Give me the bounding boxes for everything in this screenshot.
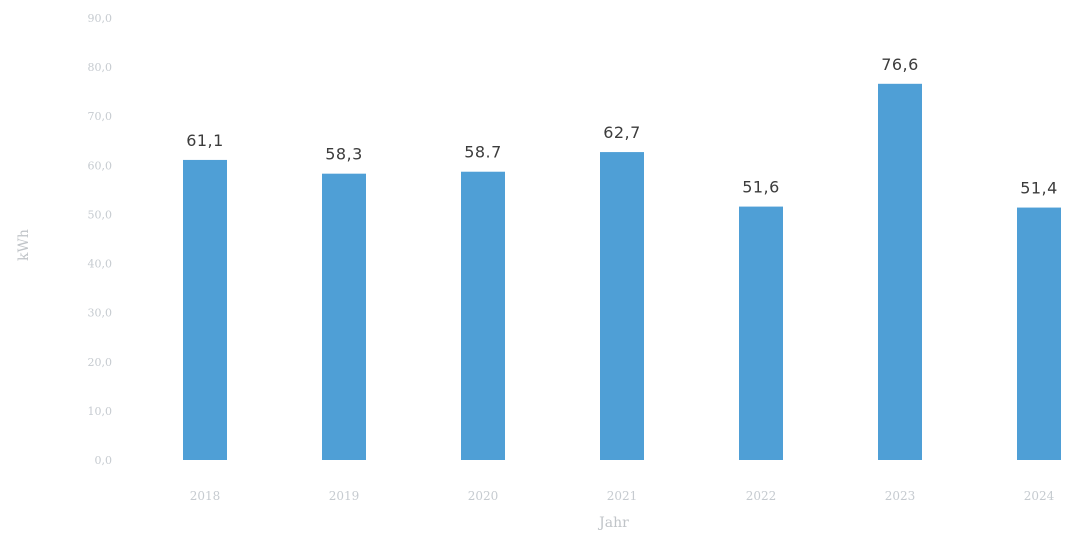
y-tick-label: 20,0 (88, 356, 113, 369)
x-tick-label: 2021 (607, 489, 638, 503)
data-label: 76,6 (881, 55, 919, 74)
x-tick-label: 2018 (190, 489, 221, 503)
y-axis-label: kWh (16, 229, 32, 261)
x-tick-label: 2024 (1024, 489, 1055, 503)
bar-2020 (461, 171, 505, 460)
bar-2022 (739, 206, 783, 460)
x-tick-label: 2022 (746, 489, 777, 503)
x-tick-label: 2019 (329, 489, 360, 503)
y-tick-label: 10,0 (88, 405, 113, 418)
data-label: 62,7 (603, 123, 641, 142)
y-tick-label: 50,0 (88, 208, 113, 221)
x-axis-ticks: 2018 2019 2020 2021 2022 2023 2024 (190, 489, 1055, 503)
bar-2021 (600, 152, 644, 460)
bar-2018 (183, 159, 227, 461)
bar-2019 (322, 173, 366, 460)
y-tick-label: 40,0 (88, 258, 113, 271)
bar-2024 (1017, 207, 1061, 460)
y-tick-label: 0,0 (95, 454, 113, 467)
data-label: 51,4 (1020, 179, 1058, 198)
y-tick-label: 80,0 (88, 61, 113, 74)
x-tick-label: 2023 (885, 489, 916, 503)
data-label: 58,3 (325, 145, 363, 164)
y-tick-label: 70,0 (88, 110, 113, 123)
x-tick-label: 2020 (468, 489, 499, 503)
bars (183, 83, 1061, 461)
data-label: 61,1 (186, 131, 224, 150)
data-label: 51,6 (742, 178, 780, 197)
y-tick-label: 30,0 (88, 307, 113, 320)
bar-2023 (878, 83, 922, 460)
y-axis-ticks: 0,0 10,0 20,0 30,0 40,0 50,0 60,0 70,0 80,0 90,0 (88, 12, 113, 467)
y-tick-label: 60,0 (88, 159, 113, 172)
data-label: 58.7 (464, 143, 502, 162)
x-axis-label: Jahr (597, 515, 629, 531)
data-labels: 61,1 58,3 58.7 62,7 51,6 76,6 51,4 (186, 55, 1058, 198)
y-tick-label: 90,0 (88, 12, 113, 25)
